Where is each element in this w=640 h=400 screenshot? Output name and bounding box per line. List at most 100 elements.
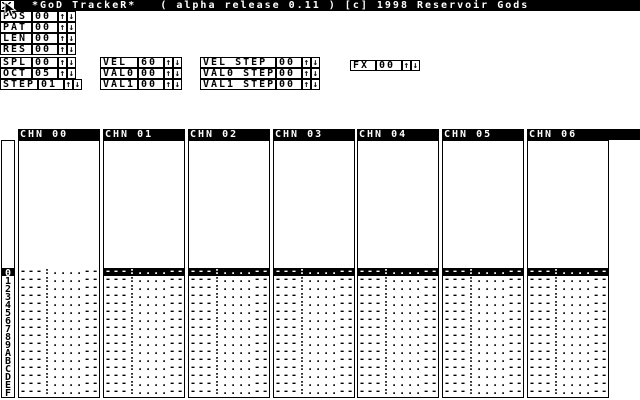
len-value[interactable]: 00 (32, 33, 58, 44)
pat-down-button[interactable]: ↓ (67, 22, 76, 33)
pattern-cell[interactable]: ---:....-- (359, 316, 438, 324)
pattern-cell[interactable]: ---:....-- (529, 364, 608, 372)
pattern-cell[interactable]: ---:....-- (105, 372, 184, 380)
pattern-cell[interactable]: ---:....-- (20, 308, 99, 316)
res-up-button[interactable]: ↑ (58, 44, 67, 55)
pattern-cell[interactable]: ---:....-- (359, 324, 438, 332)
vel-step-up-button[interactable]: ↑ (302, 57, 311, 68)
pattern-cell[interactable]: ---:....-- (444, 332, 523, 340)
vel-value[interactable]: 60 (138, 57, 164, 68)
pattern-cell[interactable]: ---:....-- (275, 332, 354, 340)
pattern-cell[interactable]: ---:....-- (20, 300, 99, 308)
pattern-cell[interactable]: ---:....-- (359, 308, 438, 316)
vel-down-button[interactable]: ↓ (173, 57, 182, 68)
pattern-cell[interactable]: ---:....-- (190, 308, 269, 316)
channel-header-5[interactable]: CHN 05 (442, 129, 524, 140)
pattern-cell[interactable]: ---:....-- (358, 268, 438, 276)
pattern-cell[interactable]: ---:....-- (190, 340, 269, 348)
pattern-cell[interactable]: ---:....-- (275, 324, 354, 332)
pattern-cell[interactable]: ---:....-- (444, 340, 523, 348)
pattern-cell[interactable]: ---:....-- (444, 356, 523, 364)
pattern-cell[interactable]: ---:....-- (275, 292, 354, 300)
oct-value[interactable]: 05 (32, 68, 58, 79)
pattern-cell[interactable]: ---:....-- (529, 380, 608, 388)
pattern-cell[interactable]: ---:....-- (105, 356, 184, 364)
pattern-cell[interactable]: ---:....-- (275, 284, 354, 292)
pattern-cell[interactable]: ---:....-- (529, 308, 608, 316)
pattern-cell[interactable]: ---:....-- (20, 292, 99, 300)
pattern-cell[interactable]: ---:....-- (20, 364, 99, 372)
vel-up-button[interactable]: ↑ (164, 57, 173, 68)
pattern-cell[interactable]: ---:....-- (190, 276, 269, 284)
val1-up-button[interactable]: ↑ (164, 79, 173, 90)
pattern-cell[interactable]: ---:....-- (359, 340, 438, 348)
channel-header-1[interactable]: CHN 01 (103, 129, 185, 140)
pos-down-button[interactable]: ↓ (67, 11, 76, 22)
pattern-cell[interactable]: ---:....-- (529, 292, 608, 300)
pattern-cell[interactable]: ---:....-- (20, 372, 99, 380)
pattern-cell[interactable]: ---:....-- (275, 356, 354, 364)
pattern-cell[interactable]: ---:....-- (20, 380, 99, 388)
pattern-cell[interactable]: ---:....-- (444, 324, 523, 332)
pattern-cell[interactable]: ---:....-- (529, 284, 608, 292)
pattern-cell[interactable]: ---:....-- (190, 332, 269, 340)
pattern-cell[interactable]: ---:....-- (105, 284, 184, 292)
pattern-cell[interactable]: ---:....-- (529, 388, 608, 396)
pattern-cell[interactable]: ---:....-- (528, 268, 608, 276)
pattern-cell[interactable]: ---:....-- (359, 284, 438, 292)
val1-value[interactable]: 00 (138, 79, 164, 90)
pattern-cell[interactable]: ---:....-- (20, 276, 99, 284)
pat-up-button[interactable]: ↑ (58, 22, 67, 33)
pattern-cell[interactable]: ---:....-- (275, 364, 354, 372)
spl-down-button[interactable]: ↓ (67, 57, 76, 68)
pattern-cell[interactable]: ---:....-- (274, 268, 354, 276)
pos-up-button[interactable]: ↑ (58, 11, 67, 22)
res-value[interactable]: 00 (32, 44, 58, 55)
pattern-cell[interactable]: ---:....-- (190, 300, 269, 308)
pattern-cell[interactable]: ---:....-- (444, 388, 523, 396)
pattern-cell[interactable]: ---:....-- (359, 364, 438, 372)
pattern-cell[interactable]: ---:....-- (105, 292, 184, 300)
val1-step-value[interactable]: 00 (276, 79, 302, 90)
channel-header-0[interactable]: CHN 00 (18, 129, 100, 140)
pattern-cell[interactable]: ---:....-- (20, 316, 99, 324)
step-value[interactable]: 01 (38, 79, 64, 90)
pattern-cell[interactable]: ---:....-- (444, 292, 523, 300)
pattern-cell[interactable]: ---:....-- (190, 324, 269, 332)
pattern-cell[interactable]: ---:....-- (444, 380, 523, 388)
pattern-cell[interactable]: ---:....-- (20, 268, 99, 276)
val1-down-button[interactable]: ↓ (173, 79, 182, 90)
pattern-cell[interactable]: ---:....-- (105, 316, 184, 324)
pattern-cell[interactable]: ---:....-- (529, 340, 608, 348)
pattern-cell[interactable]: ---:....-- (190, 364, 269, 372)
val0-up-button[interactable]: ↑ (164, 68, 173, 79)
pattern-cell[interactable]: ---:....-- (105, 364, 184, 372)
oct-down-button[interactable]: ↓ (67, 68, 76, 79)
pattern-cell[interactable]: ---:....-- (529, 332, 608, 340)
pattern-cell[interactable]: ---:....-- (105, 324, 184, 332)
channel-header-6[interactable]: CHN 06 (527, 129, 640, 140)
pattern-cell[interactable]: ---:....-- (443, 268, 523, 276)
pattern-cell[interactable]: ---:....-- (105, 332, 184, 340)
pat-value[interactable]: 00 (32, 22, 58, 33)
step-up-button[interactable]: ↑ (64, 79, 73, 90)
pattern-cell[interactable]: ---:....-- (529, 276, 608, 284)
pattern-cell[interactable]: ---:....-- (105, 300, 184, 308)
channel-header-4[interactable]: CHN 04 (357, 129, 439, 140)
pattern-cell[interactable]: ---:....-- (529, 324, 608, 332)
pattern-cell[interactable]: ---:....-- (105, 380, 184, 388)
pattern-cell[interactable]: ---:....-- (190, 284, 269, 292)
channel-header-3[interactable]: CHN 03 (273, 129, 355, 140)
pattern-cell[interactable]: ---:....-- (275, 340, 354, 348)
pattern-cell[interactable]: ---:....-- (105, 388, 184, 396)
pattern-cell[interactable]: ---:....-- (275, 380, 354, 388)
pattern-cell[interactable]: ---:....-- (20, 324, 99, 332)
pattern-cell[interactable]: ---:....-- (444, 276, 523, 284)
pattern-cell[interactable]: ---:....-- (359, 372, 438, 380)
pattern-cell[interactable]: ---:....-- (444, 284, 523, 292)
pattern-cell[interactable]: ---:....-- (104, 268, 184, 276)
step-down-button[interactable]: ↓ (73, 79, 82, 90)
pattern-cell[interactable]: ---:....-- (275, 372, 354, 380)
pattern-cell[interactable]: ---:....-- (20, 348, 99, 356)
val1-step-down-button[interactable]: ↓ (311, 79, 320, 90)
